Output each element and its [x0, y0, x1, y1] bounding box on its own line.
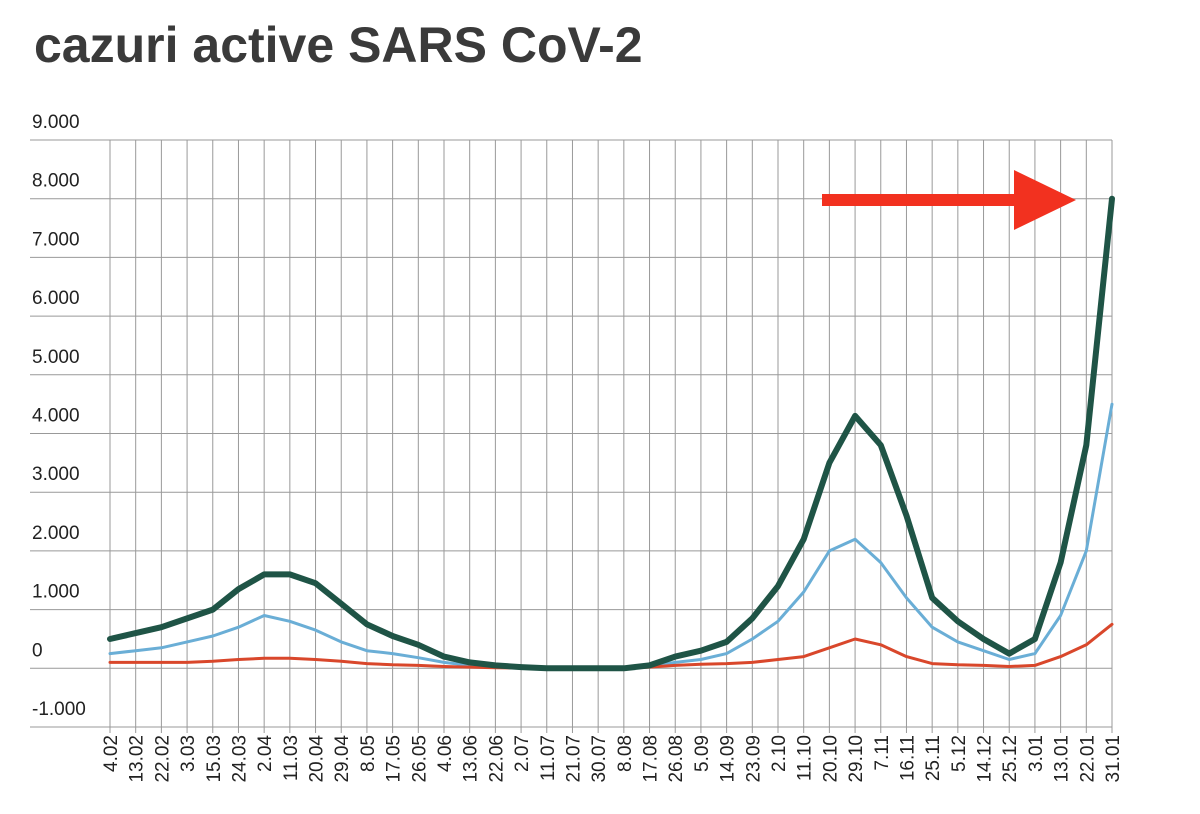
x-tick-label: 20.04: [307, 735, 328, 783]
series-line: [108, 622, 1114, 670]
x-tick-label: 3.03: [178, 735, 199, 772]
x-tick-label: 24.03: [229, 735, 250, 783]
arrow-head: [1014, 170, 1076, 230]
x-tick-label: 25.12: [1000, 735, 1021, 783]
y-tick-label: 1.000: [32, 582, 80, 603]
series-line: [108, 402, 1114, 670]
y-tick-label: 0: [32, 640, 43, 661]
x-tick-label: 7.11: [872, 735, 893, 771]
x-tick-label: 5.12: [949, 735, 970, 772]
x-tick-label: 13.01: [1052, 735, 1073, 783]
chart-title: cazuri active SARS CoV-2: [34, 17, 643, 73]
x-tick-label: 5.09: [692, 735, 713, 772]
arrow: [822, 170, 1076, 230]
x-tick-label: 4.02: [101, 735, 122, 772]
y-tick-label: -1.000: [32, 699, 86, 720]
x-tick-label: 4.06: [435, 735, 456, 772]
x-tick-label: 14.12: [975, 735, 996, 783]
arrow-shaft: [822, 194, 1022, 206]
x-tick-label: 29.04: [332, 735, 353, 783]
x-tick-label: 11.10: [795, 735, 816, 781]
x-tick-label: 11.07: [538, 735, 559, 781]
y-tick-label: 3.000: [32, 464, 80, 485]
lines: [107, 195, 1115, 672]
series-line: [107, 195, 1115, 672]
y-tick-label: 5.000: [32, 347, 80, 368]
x-tick-label: 26.05: [409, 735, 430, 783]
y-tick-label: 6.000: [32, 288, 80, 309]
x-tick-label: 17.05: [384, 735, 405, 783]
x-tick-label: 17.08: [641, 735, 662, 783]
x-tick-label: 14.09: [718, 735, 739, 783]
y-tick-label: 2.000: [32, 523, 80, 544]
x-tick-label: 8.08: [615, 735, 636, 772]
x-tick-label: 15.03: [204, 735, 225, 783]
x-tick-label: 30.07: [589, 735, 610, 783]
x-tick-label: 31.01: [1103, 735, 1124, 783]
y-tick-label: 8.000: [32, 171, 80, 192]
x-tick-label: 13.06: [461, 735, 482, 783]
x-tick-label: 3.01: [1026, 735, 1047, 772]
x-tick-label: 13.02: [127, 735, 148, 783]
x-tick-label: 29.10: [846, 735, 867, 783]
x-tick-label: 11.03: [281, 735, 302, 781]
x-tick-label: 23.09: [743, 735, 764, 783]
x-tick-label: 22.01: [1077, 735, 1098, 783]
x-tick-label: 21.07: [563, 735, 584, 783]
y-tick-label: 9.000: [32, 112, 80, 133]
y-tick-label: 7.000: [32, 229, 80, 250]
x-tick-label: 16.11: [897, 735, 918, 781]
x-tick-label: 25.11: [923, 735, 944, 781]
x-tick-label: 2.07: [512, 735, 533, 772]
x-tick-label: 20.10: [820, 735, 841, 783]
grid: -1.000 0 1.000 2.000 3.000 4.000 5.000 6.000 7.0…: [30, 112, 1124, 783]
x-tick-label: 2.04: [255, 735, 276, 772]
y-tick-label: 4.000: [32, 406, 80, 427]
x-tick-label: 2.10: [769, 735, 790, 772]
x-tick-label: 22.06: [486, 735, 507, 783]
x-tick-label: 8.05: [358, 735, 379, 772]
x-tick-label: 22.02: [152, 735, 173, 783]
x-tick-label: 26.08: [666, 735, 687, 783]
